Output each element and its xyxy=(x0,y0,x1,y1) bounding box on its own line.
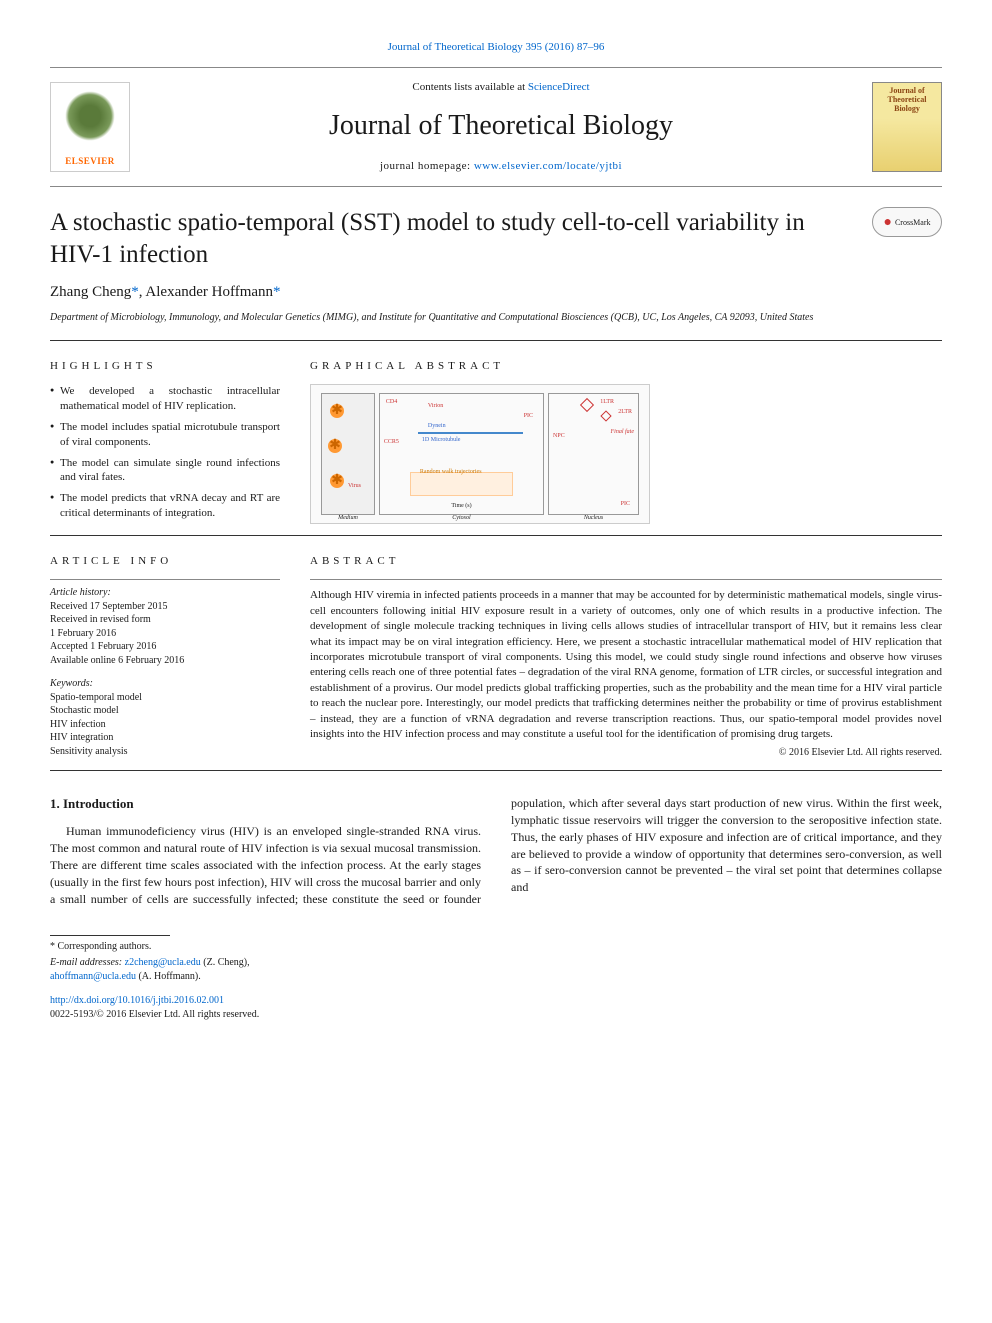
graphical-abstract-figure: Virus Medium CD4 CCR5 Virion Dynein 1D M… xyxy=(310,384,650,524)
graphical-abstract-heading: GRAPHICAL ABSTRACT xyxy=(310,359,942,374)
keyword: Stochastic model xyxy=(50,704,280,718)
email-link-1[interactable]: z2cheng@ucla.edu xyxy=(125,957,201,968)
keyword: Sensitivity analysis xyxy=(50,745,280,759)
issn-line: 0022-5193/© 2016 Elsevier Ltd. All right… xyxy=(50,1009,259,1020)
journal-name: Journal of Theoretical Biology xyxy=(130,106,872,145)
homepage-link[interactable]: www.elsevier.com/locate/yjtbi xyxy=(474,160,622,172)
article-title: A stochastic spatio-temporal (SST) model… xyxy=(50,207,852,270)
author-1[interactable]: Zhang Cheng xyxy=(50,284,131,300)
abstract-text: Although HIV viremia in infected patient… xyxy=(310,588,942,742)
highlight-item: The model can simulate single round infe… xyxy=(50,456,280,486)
abstract-heading: ABSTRACT xyxy=(310,554,942,569)
keyword: HIV integration xyxy=(50,731,280,745)
highlight-item: The model includes spatial microtubule t… xyxy=(50,420,280,450)
intro-heading: 1. Introduction xyxy=(50,795,481,813)
journal-cover-thumbnail: Journal of Theoretical Biology xyxy=(872,82,942,172)
contents-line: Contents lists available at ScienceDirec… xyxy=(130,80,872,95)
journal-header: ELSEVIER Contents lists available at Sci… xyxy=(50,67,942,187)
corr-star-icon: * xyxy=(273,284,281,300)
affiliation: Department of Microbiology, Immunology, … xyxy=(50,311,942,324)
elsevier-logo: ELSEVIER xyxy=(50,82,130,172)
keyword: Spatio-temporal model xyxy=(50,691,280,705)
sciencedirect-link[interactable]: ScienceDirect xyxy=(528,81,590,93)
top-journal-reference[interactable]: Journal of Theoretical Biology 395 (2016… xyxy=(50,40,942,55)
keywords-block: Keywords: Spatio-temporal model Stochast… xyxy=(50,677,280,758)
doi-link[interactable]: http://dx.doi.org/10.1016/j.jtbi.2016.02… xyxy=(50,995,224,1006)
footer-block: * Corresponding authors. E-mail addresse… xyxy=(50,935,942,1022)
highlight-item: The model predicts that vRNA decay and R… xyxy=(50,491,280,521)
homepage-line: journal homepage: www.elsevier.com/locat… xyxy=(130,159,872,174)
article-info-heading: ARTICLE INFO xyxy=(50,554,280,569)
copyright-line: © 2016 Elsevier Ltd. All rights reserved… xyxy=(310,746,942,760)
article-history: Article history: Received 17 September 2… xyxy=(50,586,280,667)
highlight-item: We developed a stochastic intracellular … xyxy=(50,384,280,414)
highlights-heading: HIGHLIGHTS xyxy=(50,359,280,374)
email-link-2[interactable]: ahoffmann@ucla.edu xyxy=(50,971,136,982)
author-list: Zhang Cheng*, Alexander Hoffmann* xyxy=(50,282,942,303)
corr-star-icon: * xyxy=(131,284,139,300)
author-2[interactable]: Alexander Hoffmann xyxy=(145,284,273,300)
highlights-list: We developed a stochastic intracellular … xyxy=(50,384,280,521)
keyword: HIV infection xyxy=(50,718,280,732)
crossmark-badge[interactable]: CrossMark xyxy=(872,207,942,237)
corresponding-note: * Corresponding authors. xyxy=(50,940,942,954)
